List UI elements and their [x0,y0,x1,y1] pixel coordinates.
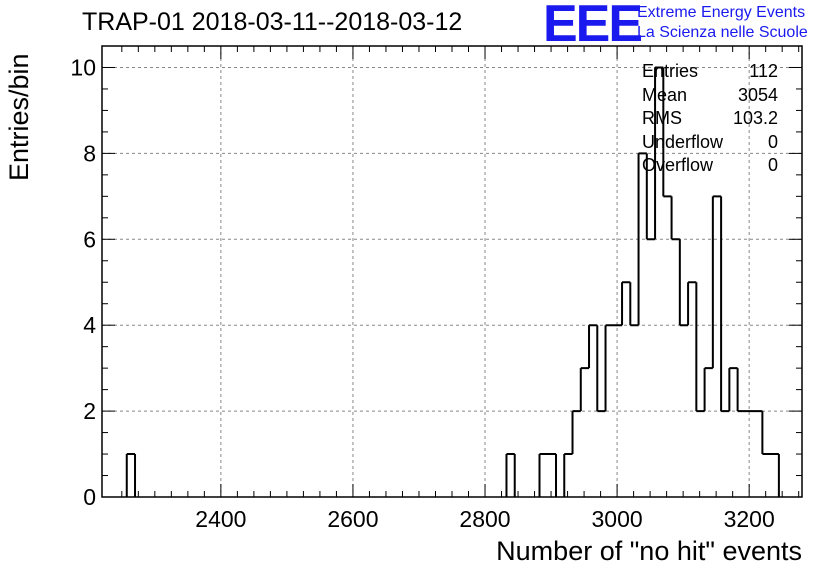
y-tick-label: 8 [83,140,96,166]
histogram-bin [738,411,746,497]
stats-row-rms: RMS 103.2 [642,107,778,131]
y-tick-label: 6 [83,226,96,252]
histogram-bin [771,454,779,497]
stats-label: Overflow [642,155,714,175]
histogram-bin [688,282,696,497]
histogram-bin [663,196,671,497]
histogram-bin [639,153,647,497]
stats-label: Underflow [642,131,724,152]
histogram-bin [729,368,737,497]
chart-title: TRAP-01 2018-03-11--2018-03-12 [82,8,463,36]
y-tick-label: 0 [83,484,96,510]
histogram-bin [127,454,135,497]
histogram-bin [762,454,770,497]
histogram-bin [506,454,514,497]
stats-value: 0 [767,155,778,175]
stats-label: Entries [642,61,699,81]
histogram-bin [540,454,548,497]
histogram-bin [614,325,622,497]
x-tick-label: 2800 [459,506,510,532]
histogram-bin [606,325,614,497]
stats-box: Entries 112 Mean 3054 RMS 103.2 Underflo… [642,60,778,178]
stats-value: 3054 [737,84,778,105]
stats-value: 103.2 [732,108,778,128]
histogram-bin [746,411,754,497]
eee-logo: EEE [543,0,643,53]
axis-ticks [102,45,802,498]
stats-label: Mean [642,84,688,105]
stats-value: 112 [749,61,778,81]
y-tick-label: 4 [83,312,96,338]
histogram-bin [597,411,605,497]
logo-line-1: Extreme Energy Events [637,4,806,21]
tick-labels: 2400 2600 2800 3000 3200 0 2 4 6 8 10 [70,54,774,532]
stats-value: 0 [767,131,778,152]
x-axis-label: Number of "no hit" events [496,536,802,566]
histogram-bars [125,66,780,497]
stats-label: RMS [642,108,682,128]
stats-row-underflow: Underflow 0 [642,131,778,155]
y-axis-label: Entries/bin [4,53,34,181]
histogram-bin [647,239,655,497]
stats-row-mean: Mean 3054 [642,84,778,108]
histogram-bin [696,411,704,497]
x-tick-label: 3000 [592,506,643,532]
histogram-bin [705,368,713,497]
histogram-bin [754,411,762,497]
histogram-outline [125,66,780,497]
x-tick-label: 3200 [724,506,775,532]
x-tick-label: 2400 [195,506,246,532]
stats-row-entries: Entries 112 [642,60,778,84]
histogram-bin [622,282,630,497]
histogram-bin [680,325,688,497]
y-tick-label: 2 [83,398,96,424]
histogram-bin [672,239,680,497]
histogram-bin [548,454,556,497]
x-tick-label: 2600 [327,506,378,532]
y-tick-label: 10 [70,54,96,80]
histogram-bin [581,368,589,497]
stats-row-overflow: Overflow 0 [642,154,778,178]
histogram-bin [589,325,597,497]
histogram-bin [713,196,721,497]
histogram-bin [721,411,729,497]
histogram-bin [564,454,572,497]
histogram-bin [573,411,581,497]
histogram-bin [630,325,638,497]
logo-line-2: La Scienza nelle Scuole [637,24,808,41]
